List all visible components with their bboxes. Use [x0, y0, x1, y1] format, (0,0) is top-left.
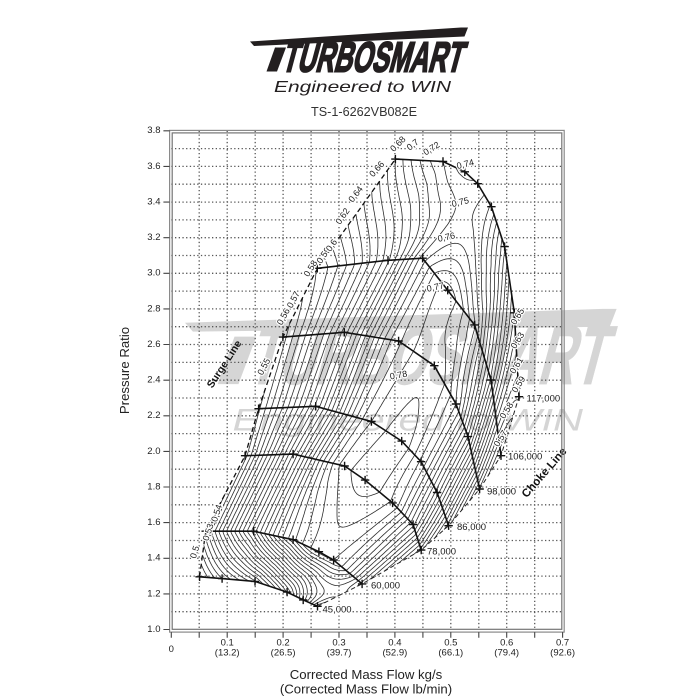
svg-text:0.5: 0.5: [444, 638, 457, 649]
svg-text:(52.9): (52.9): [382, 648, 407, 659]
svg-text:3.6: 3.6: [147, 161, 160, 172]
svg-text:0: 0: [169, 644, 174, 655]
svg-text:Corrected Mass Flow kg/s: Corrected Mass Flow kg/s: [290, 667, 443, 682]
svg-text:(79.4): (79.4): [494, 648, 519, 659]
svg-text:0,78: 0,78: [389, 369, 408, 382]
svg-text:(13.2): (13.2): [215, 648, 240, 659]
svg-text:(26.5): (26.5): [271, 648, 296, 659]
svg-text:60,000: 60,000: [371, 581, 400, 592]
svg-text:1.8: 1.8: [147, 481, 160, 492]
svg-text:2.6: 2.6: [147, 339, 160, 350]
svg-text:0.6: 0.6: [500, 638, 513, 649]
svg-text:1.4: 1.4: [147, 553, 160, 564]
svg-text:3.2: 3.2: [147, 232, 160, 243]
svg-text:45,000: 45,000: [323, 605, 352, 616]
svg-text:1.0: 1.0: [147, 624, 160, 635]
svg-text:0,76: 0,76: [437, 230, 456, 243]
svg-text:3.0: 3.0: [147, 268, 160, 279]
svg-text:1.2: 1.2: [147, 588, 160, 599]
svg-text:Pressure Ratio: Pressure Ratio: [117, 327, 132, 414]
svg-text:Engineered to WIN: Engineered to WIN: [274, 79, 452, 96]
svg-text:0.4: 0.4: [388, 638, 401, 649]
svg-text:TURBOSMART: TURBOSMART: [278, 34, 471, 81]
svg-text:2.8: 2.8: [147, 303, 160, 314]
svg-text:(Corrected Mass Flow lb/min): (Corrected Mass Flow lb/min): [280, 682, 452, 697]
svg-text:2.0: 2.0: [147, 446, 160, 457]
svg-text:2.4: 2.4: [147, 375, 160, 386]
svg-text:3.8: 3.8: [147, 125, 160, 136]
svg-text:0.7: 0.7: [556, 638, 569, 649]
svg-text:0.2: 0.2: [276, 638, 289, 649]
svg-text:2.2: 2.2: [147, 410, 160, 421]
svg-text:(92.6): (92.6): [550, 648, 575, 659]
svg-text:86,000: 86,000: [457, 522, 486, 533]
svg-text:3.4: 3.4: [147, 197, 160, 208]
svg-text:TS-1-6262VB082E: TS-1-6262VB082E: [311, 104, 417, 119]
svg-text:TURBOSMART: TURBOSMART: [242, 308, 623, 401]
svg-text:0.1: 0.1: [221, 638, 234, 649]
svg-text:(39.7): (39.7): [327, 648, 352, 659]
svg-text:106,000: 106,000: [508, 452, 542, 463]
svg-text:0,77: 0,77: [426, 280, 445, 293]
svg-text:117,000: 117,000: [527, 394, 561, 405]
svg-text:1.6: 1.6: [147, 517, 160, 528]
svg-text:(66.1): (66.1): [438, 648, 463, 659]
svg-text:0.3: 0.3: [332, 638, 345, 649]
svg-text:98,000: 98,000: [487, 487, 516, 498]
svg-text:78,000: 78,000: [427, 547, 456, 558]
